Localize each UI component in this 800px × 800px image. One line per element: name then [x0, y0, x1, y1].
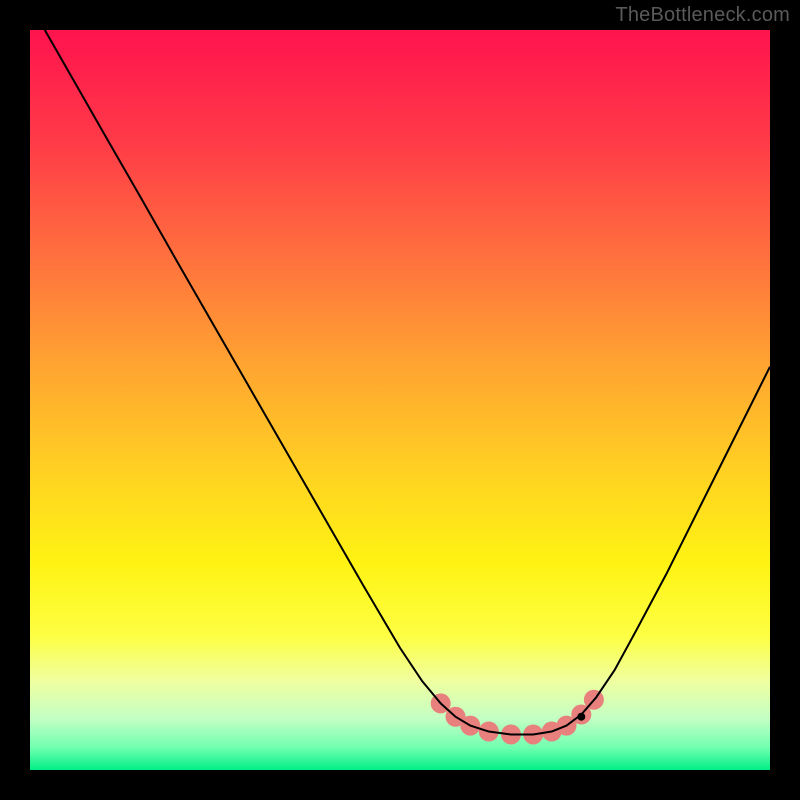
gradient-background [30, 30, 770, 770]
chart-frame: TheBottleneck.com [0, 0, 800, 800]
bottleneck-curve-chart [0, 0, 800, 800]
watermark-text: TheBottleneck.com [615, 4, 790, 27]
endpoint-marker [577, 713, 585, 721]
